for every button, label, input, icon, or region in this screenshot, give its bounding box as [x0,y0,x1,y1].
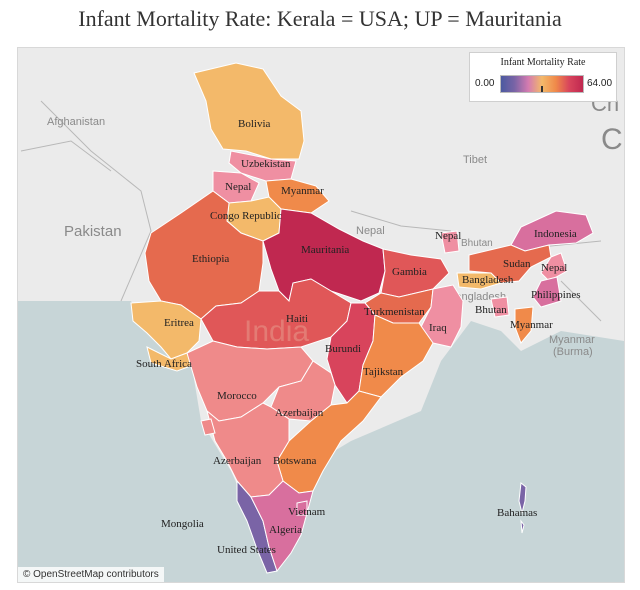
state-goa[interactable] [200,418,216,436]
state-label: Algeria [269,524,302,536]
legend-min-label: 0.00 [475,78,495,89]
state-west-bengal[interactable] [420,284,464,348]
state-label: South Africa [136,358,192,370]
state-jammu-kashmir[interactable] [193,62,305,160]
state-manipur[interactable] [532,276,562,308]
state-label: Ethiopia [192,253,229,265]
state-label: Vietnam [288,506,326,518]
state-mizoram[interactable] [514,306,534,344]
state-odisha[interactable] [358,314,434,398]
state-label: Nepal [225,181,251,193]
bg-label-india: India [244,315,309,348]
state-karnataka[interactable] [206,402,290,498]
state-andaman-nicobar[interactable] [518,482,527,534]
sea [18,301,624,582]
legend-max-label: 64.00 [587,78,613,89]
state-label: Myanmar [281,185,324,197]
state-label: Uzbekistan [241,158,291,170]
state-meghalaya[interactable] [456,272,502,290]
bg-label-afghanistan: Afghanistan [47,116,105,128]
bg-label-pakistan: Pakistan [64,223,122,240]
bg-label-bhutan: Bhutan [461,238,493,249]
state-nagaland[interactable] [540,252,568,282]
state-label: Burundi [325,343,361,355]
state-label: Azerbaijan [275,407,324,419]
state-label: Mongolia [161,518,204,530]
state-label: Bangladesh [462,274,514,286]
state-label: Botswana [273,455,317,467]
state-tripura[interactable] [490,296,510,318]
state-label: Myanmar [510,319,553,331]
state-label: Nepal [541,262,567,274]
state-label: Mauritania [301,244,349,256]
state-label: Iraq [429,322,447,334]
state-label: Tajikstan [363,366,404,378]
color-legend: Infant Mortality Rate 0.00 64.00 [469,52,617,102]
state-label: United States [217,544,276,556]
state-label: Nepal [435,230,461,242]
state-label: Sudan [503,258,531,270]
state-label: Congo Republic [210,210,282,222]
state-label: Gambia [392,266,427,278]
state-assam[interactable] [468,244,552,284]
legend-gradient-bar [500,75,584,93]
legend-title: Infant Mortality Rate [500,57,586,68]
bg-label-tibet: Tibet [463,154,487,166]
map-attribution[interactable]: © OpenStreetMap contributors [18,567,164,582]
map-view[interactable]: Afghanistan Pakistan Tibet Nepal Bhutan … [17,47,625,583]
state-label: Bolivia [238,118,271,130]
state-sikkim[interactable] [440,230,460,254]
state-label: Haiti [286,313,308,325]
bg-label-cl: Cl [601,123,624,156]
state-label: Turkmenistan [364,306,425,318]
state-label: Eritrea [164,317,194,329]
state-label: Bahamas [497,507,537,519]
state-label: Azerbaijan [213,455,262,467]
map-title: Infant Mortality Rate: Kerala = USA; UP … [78,6,562,31]
state-label: Philippines [531,289,581,301]
bg-label-myanmar: Myanmar [549,334,595,346]
state-label: Bhutan [475,304,507,316]
bg-label-nepal: Nepal [356,225,385,237]
state-puducherry[interactable] [296,500,308,516]
state-label: Indonesia [534,228,577,240]
bg-label-burma: (Burma) [553,346,593,358]
legend-marker [541,86,543,92]
state-label: Morocco [217,390,257,402]
